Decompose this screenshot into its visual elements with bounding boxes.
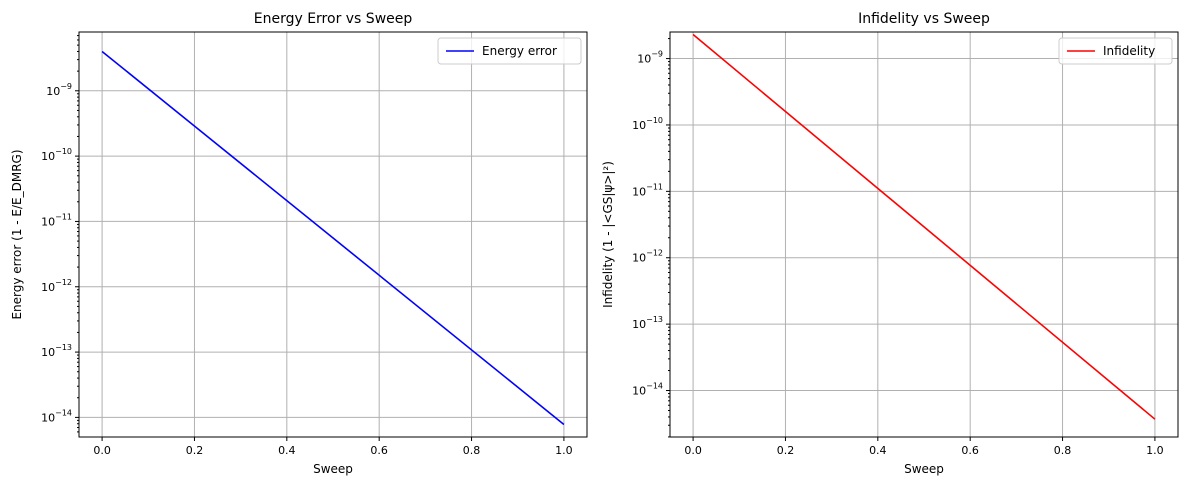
x-tick-label: 0.0 <box>684 444 702 457</box>
legend: Energy error <box>437 37 582 65</box>
grid-lines <box>79 32 587 437</box>
x-axis-label: Sweep <box>313 462 353 476</box>
y-axis-label: Infidelity (1 - |<GS|ψ>|²) <box>601 161 615 308</box>
chart-title: Infidelity vs Sweep <box>858 11 990 27</box>
chart-title: Energy Error vs Sweep <box>254 11 413 27</box>
series-line <box>692 33 1156 420</box>
y-minor-ticks <box>77 35 79 433</box>
infidelity-chart: 0.0 0.2 0.4 0.6 0.8 1.0 10−14 10−13 10−12 10−11 10… <box>601 11 1179 476</box>
plot-frame <box>78 31 588 438</box>
y-tick-label: 10−10 <box>632 116 663 132</box>
y-tick-label: 10−9 <box>46 82 72 98</box>
y-tick-label: 10−14 <box>41 408 72 424</box>
x-tick-label: 0.0 <box>93 444 111 457</box>
x-tick-label: 0.6 <box>370 444 388 457</box>
x-tick-label: 1.0 <box>1146 444 1164 457</box>
x-tick-label: 0.2 <box>777 444 795 457</box>
legend: Infidelity <box>1058 37 1173 65</box>
grid-lines <box>670 32 1178 437</box>
y-tick-label: 10−14 <box>632 382 663 398</box>
x-tick-label: 0.6 <box>961 444 979 457</box>
x-axis-label: Sweep <box>904 462 944 476</box>
y-axis-label: Energy error (1 - E/E_DMRG) <box>10 149 24 319</box>
y-tick-label: 10−13 <box>632 315 663 331</box>
x-tick-label: 0.8 <box>463 444 481 457</box>
x-tick-label: 0.8 <box>1054 444 1072 457</box>
y-tick-label: 10−12 <box>41 278 72 294</box>
energy-error-chart: 0.0 0.2 0.4 0.6 0.8 1.0 10−14 10−13 10−12 10−11 10… <box>10 11 588 476</box>
legend-label: Infidelity <box>1103 44 1155 58</box>
x-tick-label: 0.4 <box>869 444 887 457</box>
series-line <box>101 50 565 426</box>
plot-frame <box>669 31 1179 438</box>
x-tick-label: 1.0 <box>555 444 573 457</box>
y-tick-label: 10−9 <box>637 50 663 66</box>
x-tick-label: 0.2 <box>186 444 204 457</box>
y-tick-label: 10−13 <box>41 343 72 359</box>
legend-box <box>1058 37 1173 65</box>
legend-box <box>437 37 582 65</box>
y-tick-label: 10−11 <box>632 182 663 198</box>
legend-label: Energy error <box>482 44 557 58</box>
y-tick-label: 10−12 <box>632 249 663 265</box>
y-minor-ticks <box>668 38 670 438</box>
y-tick-label: 10−10 <box>41 147 72 163</box>
x-tick-label: 0.4 <box>278 444 296 457</box>
y-tick-label: 10−11 <box>41 212 72 228</box>
